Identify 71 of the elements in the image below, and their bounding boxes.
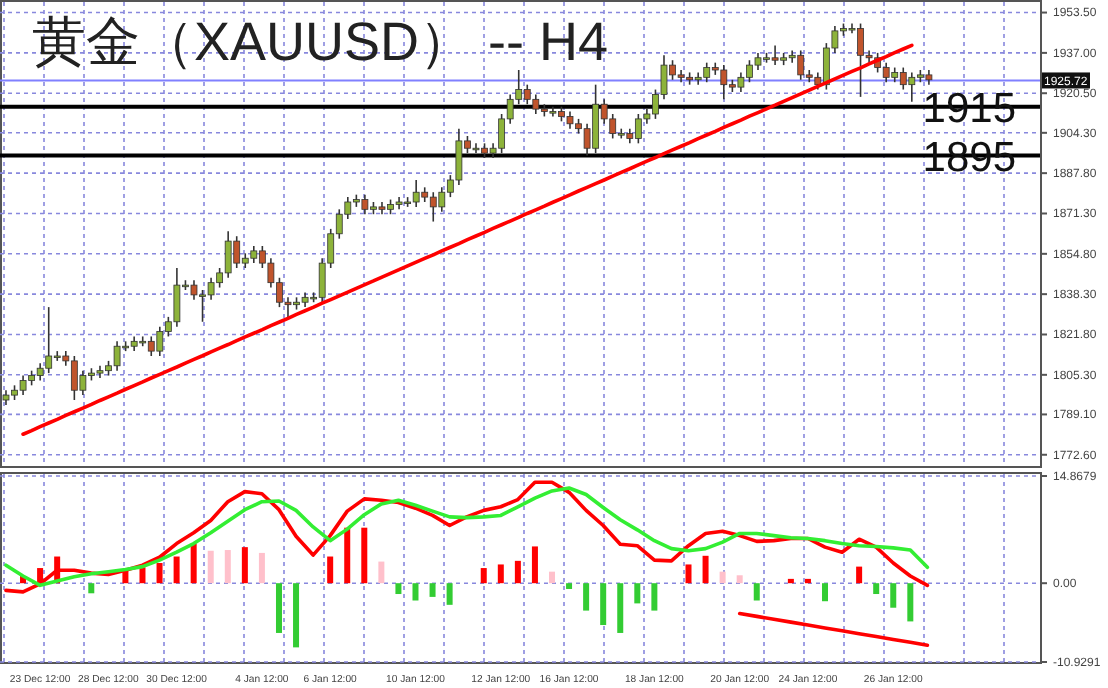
bar <box>190 543 197 584</box>
bar <box>480 568 487 584</box>
bar <box>497 564 504 584</box>
candlestick <box>173 267 181 328</box>
candlestick <box>156 325 164 357</box>
candlestick <box>720 64 728 101</box>
bar <box>804 578 811 584</box>
candlestick <box>523 83 531 106</box>
candlestick <box>224 230 232 279</box>
bar <box>583 583 590 611</box>
bar <box>566 583 573 589</box>
line-series <box>737 611 930 648</box>
bar <box>548 571 555 584</box>
bar <box>258 552 265 584</box>
bar <box>293 583 300 648</box>
bar <box>514 560 521 584</box>
bar <box>88 583 95 594</box>
candlestick <box>737 71 745 93</box>
bar <box>531 546 538 584</box>
candlestick <box>899 66 907 91</box>
candlestick <box>19 374 27 396</box>
bar <box>224 550 231 584</box>
bar <box>600 583 607 626</box>
bar <box>873 583 880 595</box>
candlestick <box>694 71 702 86</box>
bar <box>856 566 863 584</box>
bar <box>634 583 641 604</box>
candlestick <box>455 127 463 186</box>
chart-title: 黄金（XAUUSD） -- H4 <box>32 12 609 72</box>
bar <box>617 583 624 633</box>
candlestick <box>703 61 711 84</box>
candlestick <box>429 191 437 223</box>
bar <box>156 563 163 584</box>
bar <box>685 564 692 584</box>
bar <box>173 556 180 584</box>
bar <box>429 583 436 597</box>
candlestick <box>438 186 446 213</box>
bar <box>207 550 214 584</box>
bar <box>907 583 914 622</box>
bar <box>787 578 794 584</box>
candlestick <box>771 44 779 66</box>
candlestick <box>797 49 805 81</box>
bar <box>702 555 709 584</box>
bar <box>361 527 368 584</box>
bar <box>822 583 828 602</box>
candlestick <box>45 306 53 374</box>
bar <box>412 583 419 601</box>
bar <box>395 583 402 595</box>
candlestick <box>882 61 890 84</box>
candlestick <box>190 279 198 301</box>
bar <box>736 575 743 584</box>
bar <box>753 583 760 601</box>
candlestick <box>207 276 215 301</box>
bar <box>327 556 334 584</box>
bar <box>241 547 248 584</box>
bar <box>378 561 385 584</box>
candlestick <box>532 93 540 115</box>
bar <box>890 583 897 608</box>
bar <box>651 583 658 611</box>
bar <box>719 571 726 584</box>
bar <box>139 567 146 584</box>
bar <box>446 583 453 605</box>
bar <box>275 583 282 633</box>
candlestick <box>361 193 369 216</box>
candlestick <box>147 335 155 357</box>
candlestick <box>908 71 916 103</box>
candlestick <box>412 179 420 208</box>
bar <box>344 527 351 584</box>
candlestick <box>472 142 480 154</box>
candlestick <box>113 340 121 372</box>
candlestick <box>233 235 241 269</box>
